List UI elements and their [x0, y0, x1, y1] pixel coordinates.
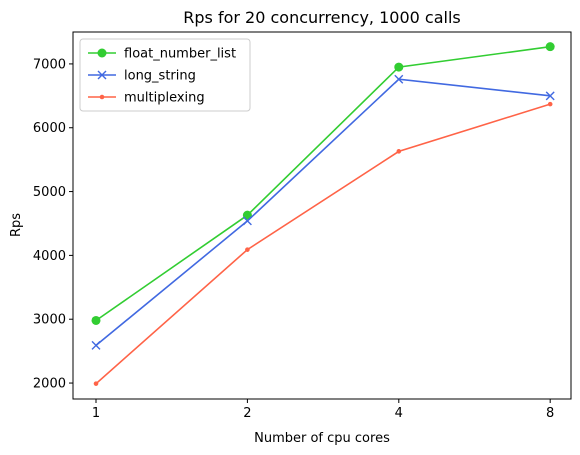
x-tick-label-0: 1 — [92, 406, 100, 421]
data-point-long_string-2 — [394, 74, 404, 84]
y-tick-label-1: 3000 — [33, 313, 66, 328]
y-tick-label-3: 5000 — [33, 185, 66, 200]
x-tick-label-3: 8 — [546, 406, 554, 421]
data-point-long_string-1 — [242, 216, 252, 226]
series-line-float_number_list — [95, 45, 551, 322]
y-tick-label-0: 2000 — [33, 377, 66, 392]
x-tick-label-2: 4 — [395, 406, 403, 421]
legend-marker-float_number_list — [97, 48, 107, 58]
data-point-float_number_list-1 — [242, 210, 252, 220]
data-point-long_string-0 — [91, 340, 101, 350]
data-point-multiplexing-1 — [245, 247, 250, 252]
series-line-long_string — [95, 78, 551, 347]
chart-title: Rps for 20 concurrency, 1000 calls — [183, 8, 460, 27]
legend-marker-multiplexing — [99, 94, 105, 100]
y-tick-label-2: 4000 — [33, 249, 66, 264]
data-point-multiplexing-2 — [396, 149, 402, 154]
legend-label-float_number_list: float_number_list — [124, 47, 236, 62]
y-tick-label-5: 7000 — [33, 57, 66, 72]
legend-box — [79, 38, 251, 112]
x-tick-label-1: 2 — [243, 406, 251, 421]
data-point-float_number_list-3 — [545, 42, 555, 52]
data-point-float_number_list-2 — [394, 62, 404, 72]
data-point-float_number_list-0 — [91, 315, 101, 325]
legend: float_number_list long_string multiplexing — [79, 38, 251, 112]
x-axis-label: Number of cpu cores — [254, 431, 390, 446]
data-point-multiplexing-3 — [547, 101, 553, 107]
data-point-multiplexing-0 — [93, 381, 99, 386]
legend-label-long_string: long_string — [124, 69, 196, 84]
legend-label-multiplexing: multiplexing — [124, 91, 205, 106]
plot-frame — [72, 31, 572, 400]
series-line-multiplexing — [95, 103, 551, 385]
legend-marker-long_string — [97, 70, 107, 80]
y-axis-label: Rps — [9, 213, 24, 237]
data-point-long_string-3 — [545, 91, 555, 101]
y-tick-label-4: 6000 — [33, 121, 66, 136]
